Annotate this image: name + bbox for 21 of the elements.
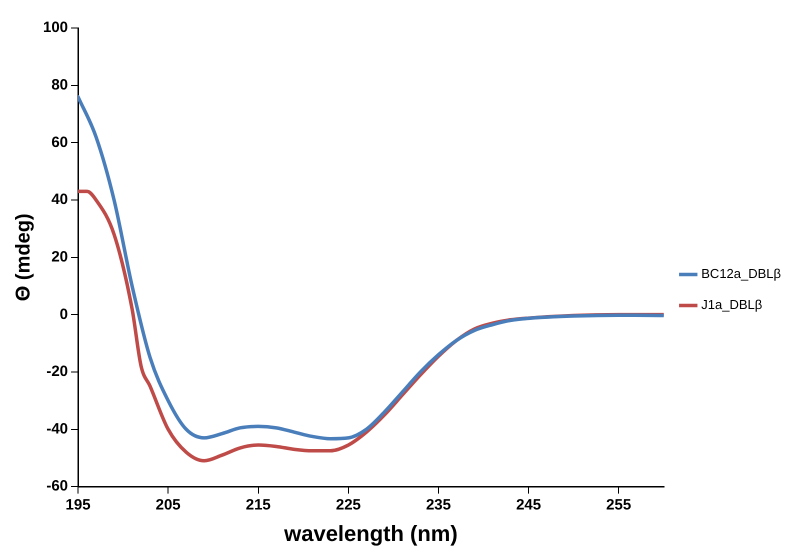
y-tick-label: 80: [51, 76, 68, 94]
x-tick-label: 245: [516, 496, 542, 514]
y-tick-label: 20: [51, 248, 68, 266]
legend-label: BC12a_DBLβ: [701, 266, 782, 282]
x-tick-label: 225: [336, 496, 361, 514]
y-tick-label: 40: [51, 191, 68, 208]
x-axis-title: wavelength (nm): [283, 520, 458, 546]
legend-label: J1a_DBLβ: [701, 297, 762, 312]
y-axis-title: Θ (mdeg): [12, 213, 35, 302]
x-tick-label: 205: [156, 496, 181, 514]
y-tick-label: 100: [42, 19, 68, 36]
y-tick-label: -40: [46, 420, 68, 438]
x-tick-label: 255: [606, 496, 632, 514]
x-tick-label: 235: [426, 496, 451, 514]
y-tick-label: 60: [51, 134, 68, 151]
y-tick-label: -60: [46, 478, 68, 495]
y-tick-label: 0: [60, 306, 68, 323]
x-tick-label: 215: [246, 496, 271, 514]
line-series: [78, 95, 664, 440]
y-tick-label: -20: [46, 363, 68, 380]
x-tick-label: 195: [66, 496, 91, 514]
